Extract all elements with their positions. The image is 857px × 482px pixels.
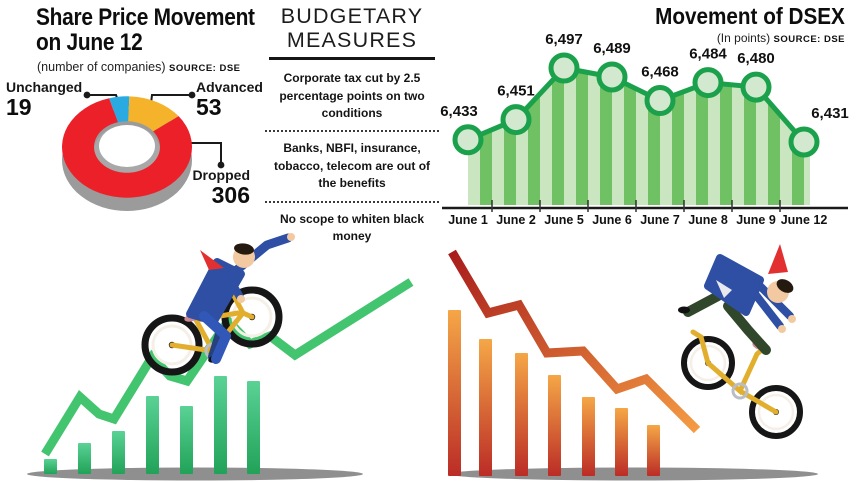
svg-text:6,468: 6,468 <box>641 64 679 81</box>
share-price-title-line2: on June 12 <box>36 28 143 56</box>
value-labels: 6,433 6,451 6,497 6,489 6,468 6,484 6,480 6,431 <box>440 31 849 122</box>
rider <box>186 233 295 364</box>
share-price-donut-chart <box>62 91 225 211</box>
svg-text:June 9: June 9 <box>736 213 776 227</box>
ground-shadow <box>27 467 363 481</box>
cyclist-uphill <box>141 233 295 376</box>
dsex-subtitle: (In points) SOURCE: DSE <box>717 31 845 45</box>
rising-arrow-line <box>41 278 414 457</box>
donut-label-dropped: Dropped 306 <box>192 167 250 208</box>
category-labels: June 1 June 2 June 5 June 6 June 7 June 8 June… <box>448 213 827 227</box>
bicycle-wheels <box>681 336 803 439</box>
downtrend-illustration <box>448 244 818 481</box>
svg-text:June 8: June 8 <box>688 213 728 227</box>
donut-label-unchanged: Unchanged 19 <box>6 79 83 120</box>
share-price-title-line1: Share Price Movement <box>36 4 255 31</box>
share-price-source: SOURCE: DSE <box>169 63 241 74</box>
area-fill <box>468 68 810 205</box>
budget-title-line2: MEASURES <box>286 28 418 53</box>
declining-arrow-line <box>448 249 701 434</box>
rider-hair <box>776 279 794 293</box>
rider <box>678 244 796 355</box>
ground-shadow <box>448 467 818 481</box>
budget-item: Banks, NBFI, insurance, tobacco, telecom… <box>273 141 431 191</box>
leader-dot-advanced <box>188 91 196 99</box>
svg-text:6,433: 6,433 <box>440 103 478 120</box>
dsex-source: SOURCE: DSE <box>773 34 845 45</box>
dsex-unit: (In points) <box>716 31 771 45</box>
svg-text:June 2: June 2 <box>496 213 536 227</box>
svg-text:6,489: 6,489 <box>593 40 631 57</box>
donut-slice-dropped <box>62 98 193 198</box>
bicycle-frame <box>690 329 779 415</box>
dsex-chart-section: Movement of DSEX (In points) SOURCE: DSE… <box>440 0 857 232</box>
red-scarf <box>768 244 788 274</box>
axis-ticks <box>491 200 781 212</box>
leader-dot-unchanged <box>83 91 91 99</box>
share-price-subtitle: (number of companies) SOURCE: DSE <box>37 60 241 74</box>
dsex-title: Movement of DSEX <box>655 3 845 29</box>
svg-text:June 6: June 6 <box>592 213 632 227</box>
svg-text:6,431: 6,431 <box>811 105 849 122</box>
donut-slice-advanced <box>128 96 179 132</box>
donut-slice-unchanged <box>109 96 130 123</box>
budget-panel-title: BUDGETARY MEASURES <box>263 4 441 52</box>
budget-title-line1: BUDGETARY <box>280 4 424 28</box>
green-bars <box>44 376 260 474</box>
uptrend-illustration <box>27 233 414 481</box>
leader-dot-dropped <box>217 161 225 169</box>
svg-text:6,480: 6,480 <box>737 50 775 67</box>
dsex-area-chart: 6,433 6,451 6,497 6,489 6,468 6,484 6,480 6,431… <box>440 31 849 227</box>
svg-text:June 5: June 5 <box>544 213 584 227</box>
share-price-unit: (number of companies) <box>37 60 166 74</box>
rider-hair <box>234 243 254 255</box>
svg-text:6,451: 6,451 <box>497 83 535 100</box>
cyclist-falling <box>678 244 803 439</box>
donut-label-advanced: Advanced 53 <box>196 79 263 120</box>
budgetary-measures-panel: BUDGETARY MEASURES Corporate tax cut by … <box>263 4 441 247</box>
svg-text:June 7: June 7 <box>640 213 680 227</box>
share-price-title: Share Price Movement on June 12 <box>36 4 287 56</box>
budget-item: No scope to whiten black money <box>279 211 425 243</box>
data-point-markers <box>452 52 820 158</box>
svg-text:June 12: June 12 <box>781 213 828 227</box>
budget-title-underline <box>269 57 435 61</box>
dotted-divider <box>265 130 439 133</box>
svg-text:June 1: June 1 <box>448 213 488 227</box>
red-scarf <box>200 250 224 270</box>
svg-text:6,484: 6,484 <box>689 46 727 63</box>
red-bars <box>448 310 660 476</box>
dotted-divider <box>265 200 439 203</box>
donut-hole <box>99 125 155 167</box>
chainring <box>731 382 749 400</box>
svg-text:6,497: 6,497 <box>545 31 583 48</box>
budget-item: Corporate tax cut by 2.5 percentage poin… <box>279 71 425 120</box>
